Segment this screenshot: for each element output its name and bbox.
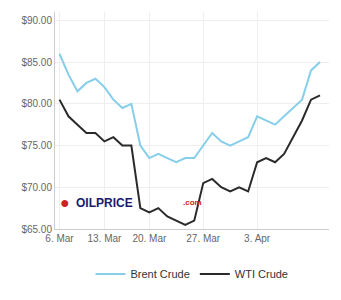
svg-text:$90.00: $90.00	[21, 15, 52, 26]
svg-text:OILPRICE: OILPRICE	[76, 196, 133, 210]
svg-text:13. Mar: 13. Mar	[87, 233, 122, 244]
svg-text:.com: .com	[183, 198, 202, 207]
svg-text:20. Mar: 20. Mar	[132, 233, 167, 244]
svg-text:Brent Crude: Brent Crude	[131, 268, 190, 280]
svg-text:$75.00: $75.00	[21, 140, 52, 151]
svg-text:3. Apr: 3. Apr	[244, 233, 271, 244]
svg-text:WTI Crude: WTI Crude	[235, 268, 288, 280]
svg-text:$70.00: $70.00	[21, 182, 52, 193]
svg-text:$65.00: $65.00	[21, 224, 52, 235]
svg-text:27. Mar: 27. Mar	[186, 233, 221, 244]
svg-text:●: ●	[60, 194, 70, 211]
svg-text:6. Mar: 6. Mar	[45, 233, 74, 244]
svg-text:$80.00: $80.00	[21, 98, 52, 109]
svg-text:$85.00: $85.00	[21, 57, 52, 68]
